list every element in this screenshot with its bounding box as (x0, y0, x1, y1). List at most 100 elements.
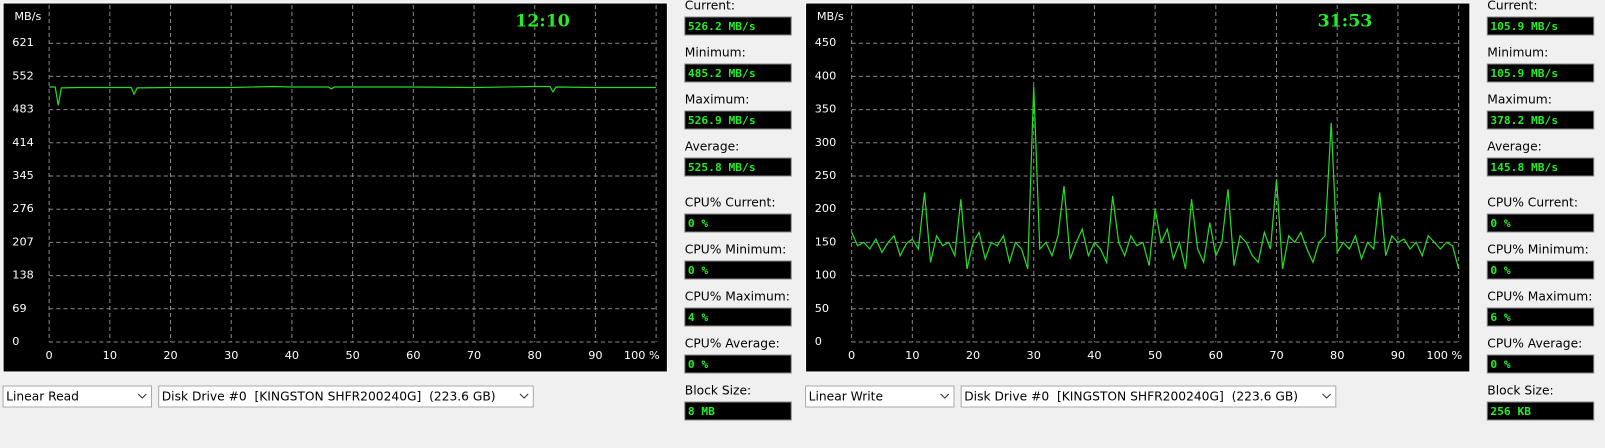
stat-value: 526.2 MB/s (688, 20, 756, 33)
stat-box (684, 213, 792, 233)
stat-label: CPU% Current: (1487, 196, 1578, 210)
drive-dropdown[interactable] (960, 385, 1337, 408)
y-tick-label: 207 (12, 235, 33, 248)
y-tick-label: 200 (815, 202, 836, 215)
timer: 31:53 (1318, 12, 1373, 32)
stat-label: Block Size: (1487, 384, 1553, 398)
stat-value: 105.9 MB/s (1490, 67, 1558, 80)
stat-box (684, 63, 792, 83)
x-tick-label: 100 % (624, 349, 660, 362)
drive-dropdown-text: Disk Drive #0 [KINGSTON SHFR200240G] (22… (162, 390, 496, 404)
stat-box (684, 307, 792, 327)
x-tick-label: 70 (467, 349, 481, 362)
x-tick-label: 80 (1330, 349, 1344, 362)
y-tick-label: 350 (815, 103, 836, 116)
y-tick-label: 276 (12, 202, 33, 215)
stat-value: 6 % (1490, 311, 1511, 324)
mode-dropdown-chevron (137, 393, 147, 399)
y-tick-label: 138 (12, 269, 33, 282)
y-tick-label: 621 (12, 36, 33, 49)
stat-value: 378.2 MB/s (1490, 114, 1558, 127)
x-tick-label: 60 (1209, 349, 1223, 362)
y-tick-label: 483 (12, 103, 33, 116)
stat-label: Maximum: (685, 93, 750, 107)
y-tick-label: 300 (815, 136, 836, 149)
x-tick-label: 10 (905, 349, 919, 362)
stat-label: Block Size: (685, 384, 751, 398)
y-axis-label: MB/s (817, 10, 844, 23)
y-axis-label: MB/s (14, 10, 41, 23)
stat-box (684, 16, 792, 36)
y-tick-label: 0 (815, 335, 822, 348)
y-tick-label: 69 (12, 302, 26, 315)
y-tick-label: 0 (12, 335, 19, 348)
stat-label: Minimum: (685, 46, 746, 60)
stat-value: 0 % (1490, 358, 1511, 371)
drive-dropdown-chevron (1322, 393, 1332, 399)
stat-label: CPU% Maximum: (1487, 290, 1592, 304)
data-line (851, 86, 1460, 270)
stat-value: 0 % (688, 358, 709, 371)
drive-dropdown[interactable] (158, 385, 534, 408)
x-tick-label: 50 (345, 349, 359, 362)
x-tick-label: 0 (46, 349, 53, 362)
x-tick-label: 90 (588, 349, 602, 362)
x-tick-label: 10 (103, 349, 117, 362)
drive-dropdown-chevron (519, 393, 529, 399)
x-tick-label: 40 (285, 349, 299, 362)
plot-background (2, 2, 668, 373)
stat-label: Minimum: (1487, 46, 1548, 60)
x-tick-label: 50 (1148, 349, 1162, 362)
stat-value: 525.8 MB/s (688, 161, 756, 174)
x-tick-label: 30 (224, 349, 238, 362)
y-tick-label: 400 (815, 69, 836, 82)
stat-value: 145.8 MB/s (1490, 161, 1558, 174)
y-tick-label: 450 (815, 36, 836, 49)
y-tick-label: 345 (12, 169, 33, 182)
stat-label: Maximum: (1487, 93, 1552, 107)
y-tick-label: 150 (815, 235, 836, 248)
stat-box (684, 110, 792, 130)
stat-value: 0 % (688, 217, 709, 230)
stat-value: 8 MB (688, 405, 715, 418)
data-line (49, 85, 657, 106)
stat-label: Current: (685, 0, 735, 12)
stat-box (1486, 213, 1595, 233)
stat-value: 0 % (1490, 264, 1511, 277)
stat-label: CPU% Average: (1487, 337, 1582, 351)
stat-box (1486, 401, 1595, 421)
y-tick-label: 414 (12, 136, 33, 149)
x-tick-label: 30 (1027, 349, 1041, 362)
stat-label: Average: (1487, 140, 1541, 154)
mode-dropdown[interactable] (2, 385, 153, 408)
stat-label: CPU% Average: (685, 337, 780, 351)
stat-label: CPU% Current: (685, 196, 776, 210)
stat-box (684, 260, 792, 280)
mode-dropdown-chevron (940, 393, 950, 399)
x-tick-label: 60 (406, 349, 420, 362)
stat-label: CPU% Minimum: (1487, 243, 1588, 257)
plot-background (805, 2, 1471, 373)
stat-box (1486, 354, 1595, 374)
x-tick-label: 90 (1391, 349, 1405, 362)
stat-value: 485.2 MB/s (688, 67, 756, 80)
x-tick-label: 80 (528, 349, 542, 362)
stat-box (1486, 63, 1595, 83)
stat-label: Average: (685, 140, 739, 154)
drive-dropdown-text: Disk Drive #0 [KINGSTON SHFR200240G] (22… (964, 390, 1298, 404)
stat-box (684, 401, 792, 421)
y-tick-label: 50 (815, 302, 829, 315)
stat-value: 526.9 MB/s (688, 114, 756, 127)
stat-label: CPU% Maximum: (685, 290, 790, 304)
mode-dropdown[interactable] (805, 385, 955, 408)
stat-label: Current: (1487, 0, 1537, 12)
stat-value: 0 % (688, 264, 709, 277)
stat-box (1486, 260, 1595, 280)
y-tick-label: 552 (12, 69, 33, 82)
mode-dropdown-text: Linear Write (809, 390, 883, 404)
x-tick-label: 0 (848, 349, 855, 362)
stat-box (1486, 110, 1595, 130)
x-tick-label: 20 (966, 349, 980, 362)
stat-box (684, 354, 792, 374)
